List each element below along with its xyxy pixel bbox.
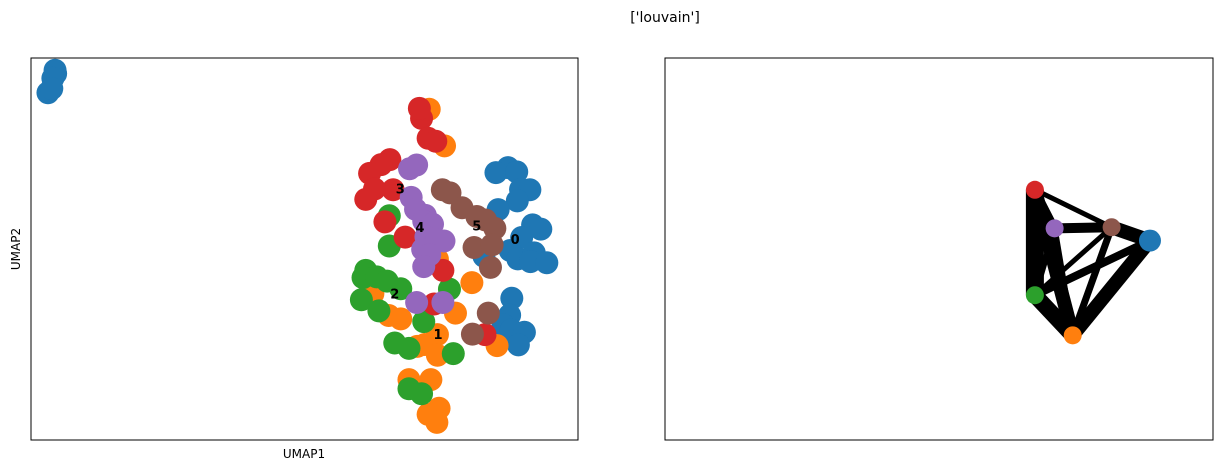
paga-edge-0-2 — [1033, 236, 1152, 299]
umap-point-cluster-2 — [441, 342, 465, 366]
umap-point-cluster-0 — [518, 250, 542, 274]
umap-point-cluster-0 — [505, 189, 529, 213]
umap-point-cluster-3 — [393, 225, 417, 249]
paga-node-2 — [1025, 286, 1044, 305]
umap-point-cluster-5 — [478, 255, 502, 279]
paga-edge-5-1 — [1069, 226, 1115, 337]
umap-point-cluster-2 — [349, 288, 373, 312]
umap-y-axis-label: UMAP2 — [9, 228, 23, 270]
cluster-label-3: 3 — [396, 182, 405, 197]
cluster-label-5: 5 — [472, 220, 481, 235]
paga-edge-4-1 — [1051, 227, 1076, 336]
umap-cluster-labels: 0 1 2 3 4 5 — [390, 182, 519, 343]
umap-point-cluster-2 — [410, 382, 434, 406]
umap-point-cluster-0 — [506, 333, 530, 357]
umap-point-cluster-0 — [529, 217, 553, 241]
paga-node-5 — [1102, 218, 1121, 237]
umap-point-cluster-1 — [425, 410, 449, 434]
umap-point-cluster-5 — [480, 233, 504, 257]
umap-point-cluster-3 — [431, 258, 455, 282]
umap-point-cluster-2 — [412, 310, 436, 334]
paga-edge-4-2 — [1032, 227, 1058, 297]
umap-point-cluster-0 — [500, 286, 524, 310]
umap-point-cluster-0 — [40, 77, 64, 101]
paga-node-4 — [1045, 219, 1064, 238]
umap-point-cluster-0 — [535, 251, 559, 275]
paga-edge-0-1 — [1067, 236, 1156, 340]
umap-point-cluster-4 — [405, 290, 429, 314]
umap-axes-frame — [30, 57, 579, 441]
paga-axes-frame — [664, 57, 1214, 441]
cluster-label-2: 2 — [390, 288, 399, 303]
paga-edges — [1025, 187, 1156, 341]
paga-edge-2-1 — [1029, 289, 1079, 341]
paga-node-1 — [1063, 326, 1082, 345]
paga-edge-5-2 — [1033, 225, 1114, 298]
umap-point-cluster-2 — [397, 336, 421, 360]
umap-point-cluster-0 — [505, 160, 529, 184]
paga-graph-panel — [664, 57, 1214, 441]
umap-point-cluster-3 — [407, 96, 431, 120]
umap-point-cluster-5 — [476, 301, 500, 325]
umap-point-cluster-4 — [431, 290, 455, 314]
umap-point-cluster-5 — [462, 235, 486, 259]
umap-point-cluster-3 — [354, 187, 378, 211]
umap-point-cluster-3 — [373, 210, 397, 234]
paga-node-3 — [1025, 180, 1044, 199]
cluster-label-4: 4 — [415, 221, 424, 236]
umap-scatter-panel: 0 1 2 3 4 5 UMAP1 UMAP2 — [9, 57, 579, 461]
cluster-label-1: 1 — [433, 328, 442, 343]
umap-point-cluster-1 — [460, 271, 484, 295]
umap-point-cluster-3 — [381, 178, 405, 202]
paga-nodes — [1025, 180, 1161, 345]
umap-point-cluster-4 — [432, 229, 456, 253]
cluster-label-0: 0 — [511, 233, 520, 248]
umap-point-cluster-2 — [389, 277, 413, 301]
umap-point-cluster-4 — [412, 255, 436, 279]
umap-points — [36, 58, 559, 434]
paga-edge-4-5 — [1054, 222, 1112, 234]
figure-suptitle: ['louvain'] — [630, 10, 700, 26]
umap-point-cluster-4 — [398, 157, 422, 181]
umap-point-cluster-0 — [484, 161, 508, 185]
umap-point-cluster-2 — [367, 299, 391, 323]
umap-point-cluster-1 — [389, 307, 413, 331]
umap-point-cluster-3 — [424, 129, 448, 153]
umap-x-axis-label: UMAP1 — [283, 447, 325, 461]
paga-edge-3-5 — [1033, 187, 1113, 230]
paga-node-0 — [1138, 229, 1161, 252]
umap-point-cluster-5 — [460, 322, 484, 346]
